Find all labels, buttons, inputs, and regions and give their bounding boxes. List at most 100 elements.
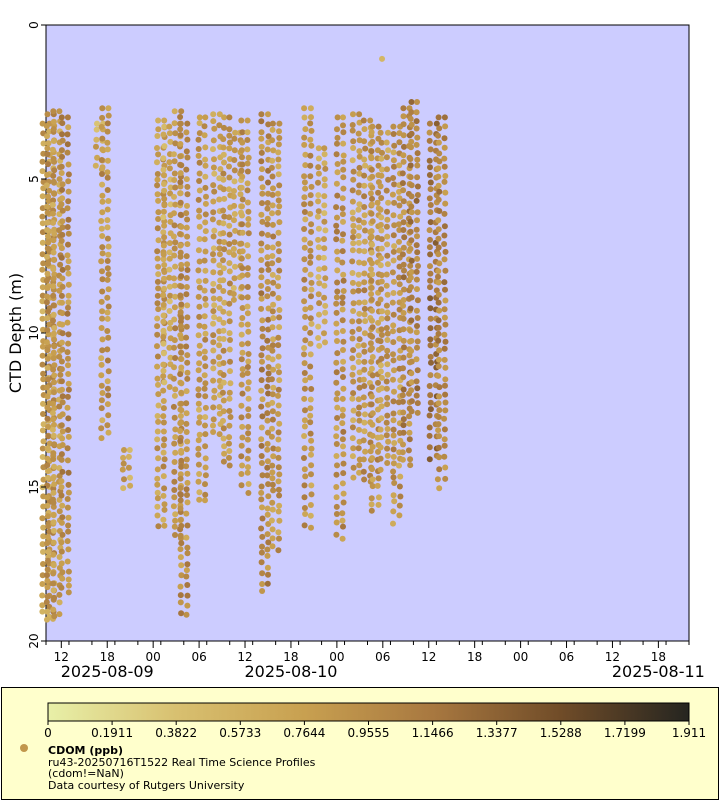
data-point: [195, 451, 202, 458]
data-point: [368, 260, 375, 267]
data-point: [39, 592, 46, 599]
data-point: [407, 218, 414, 225]
data-point: [400, 441, 406, 448]
data-point: [391, 181, 398, 188]
data-point: [264, 337, 271, 344]
data-point: [333, 511, 340, 517]
data-point: [171, 337, 178, 344]
data-point: [220, 319, 227, 326]
data-point: [220, 458, 227, 465]
data-point: [65, 427, 72, 433]
data-point: [44, 111, 51, 118]
data-point: [178, 273, 185, 280]
data-point: [44, 171, 51, 178]
data-point: [258, 274, 265, 281]
data-point: [59, 231, 66, 238]
data-point: [391, 388, 397, 395]
data-point: [161, 143, 168, 150]
data-point: [434, 476, 441, 483]
data-point: [154, 292, 161, 299]
data-point: [104, 169, 111, 176]
data-point: [239, 129, 246, 136]
data-point: [39, 602, 46, 609]
data-point: [377, 426, 384, 433]
data-point: [201, 236, 208, 243]
data-point: [356, 224, 363, 231]
data-point: [184, 136, 191, 143]
data-point: [259, 515, 266, 522]
data-point: [201, 355, 208, 361]
data-point: [269, 126, 276, 133]
data-point: [184, 544, 191, 551]
data-point: [400, 429, 407, 436]
data-point: [264, 221, 271, 228]
data-point: [239, 294, 245, 301]
data-point: [355, 352, 362, 359]
data-point: [51, 226, 58, 233]
data-point: [270, 453, 277, 460]
data-point: [258, 240, 265, 247]
data-point: [442, 464, 449, 471]
data-point: [307, 240, 314, 247]
data-point: [378, 245, 385, 252]
data-point: [339, 294, 346, 301]
data-point: [154, 145, 160, 151]
data-point: [308, 491, 315, 498]
data-point: [184, 154, 191, 161]
data-point: [435, 400, 442, 407]
data-point: [183, 176, 190, 183]
data-point: [427, 295, 434, 302]
data-point: [244, 199, 251, 206]
data-point: [202, 455, 209, 462]
data-point: [51, 441, 58, 448]
data-point: [177, 554, 184, 561]
data-point: [368, 401, 375, 408]
data-point: [50, 366, 57, 373]
data-point: [369, 333, 376, 340]
data-point: [264, 446, 271, 453]
data-point: [154, 481, 161, 488]
data-point: [265, 121, 272, 128]
data-point: [245, 395, 252, 402]
data-point: [369, 432, 376, 439]
data-point: [184, 582, 191, 588]
data-point: [334, 279, 341, 286]
data-point: [408, 387, 415, 394]
data-point: [400, 409, 407, 416]
data-point: [58, 478, 65, 485]
data-point: [65, 258, 72, 265]
data-point: [51, 230, 58, 237]
data-point: [315, 244, 322, 251]
data-point: [350, 176, 357, 183]
data-point: [413, 125, 420, 132]
data-point: [368, 201, 375, 208]
x-tick-label: 06: [559, 650, 574, 664]
x-tick-label: 12: [421, 650, 436, 664]
data-point: [441, 453, 448, 460]
data-point: [399, 392, 406, 399]
data-point: [64, 149, 71, 156]
data-point: [45, 193, 52, 200]
data-point: [98, 405, 105, 412]
data-point: [93, 136, 100, 143]
data-point: [349, 424, 356, 431]
data-point: [210, 429, 217, 435]
data-point: [216, 342, 223, 349]
data-point: [276, 307, 283, 313]
data-point: [375, 379, 381, 386]
data-point: [391, 199, 398, 206]
data-point: [276, 135, 283, 141]
data-point: [269, 157, 276, 164]
data-point: [307, 329, 314, 336]
data-point: [155, 306, 162, 313]
data-point: [269, 399, 276, 406]
data-point: [413, 118, 420, 125]
data-point: [400, 244, 407, 251]
data-point: [426, 412, 433, 419]
data-point: [315, 155, 322, 162]
data-point: [56, 591, 63, 598]
data-point: [155, 237, 162, 244]
data-point: [259, 317, 266, 324]
data-point: [360, 376, 367, 383]
data-point: [378, 332, 385, 338]
